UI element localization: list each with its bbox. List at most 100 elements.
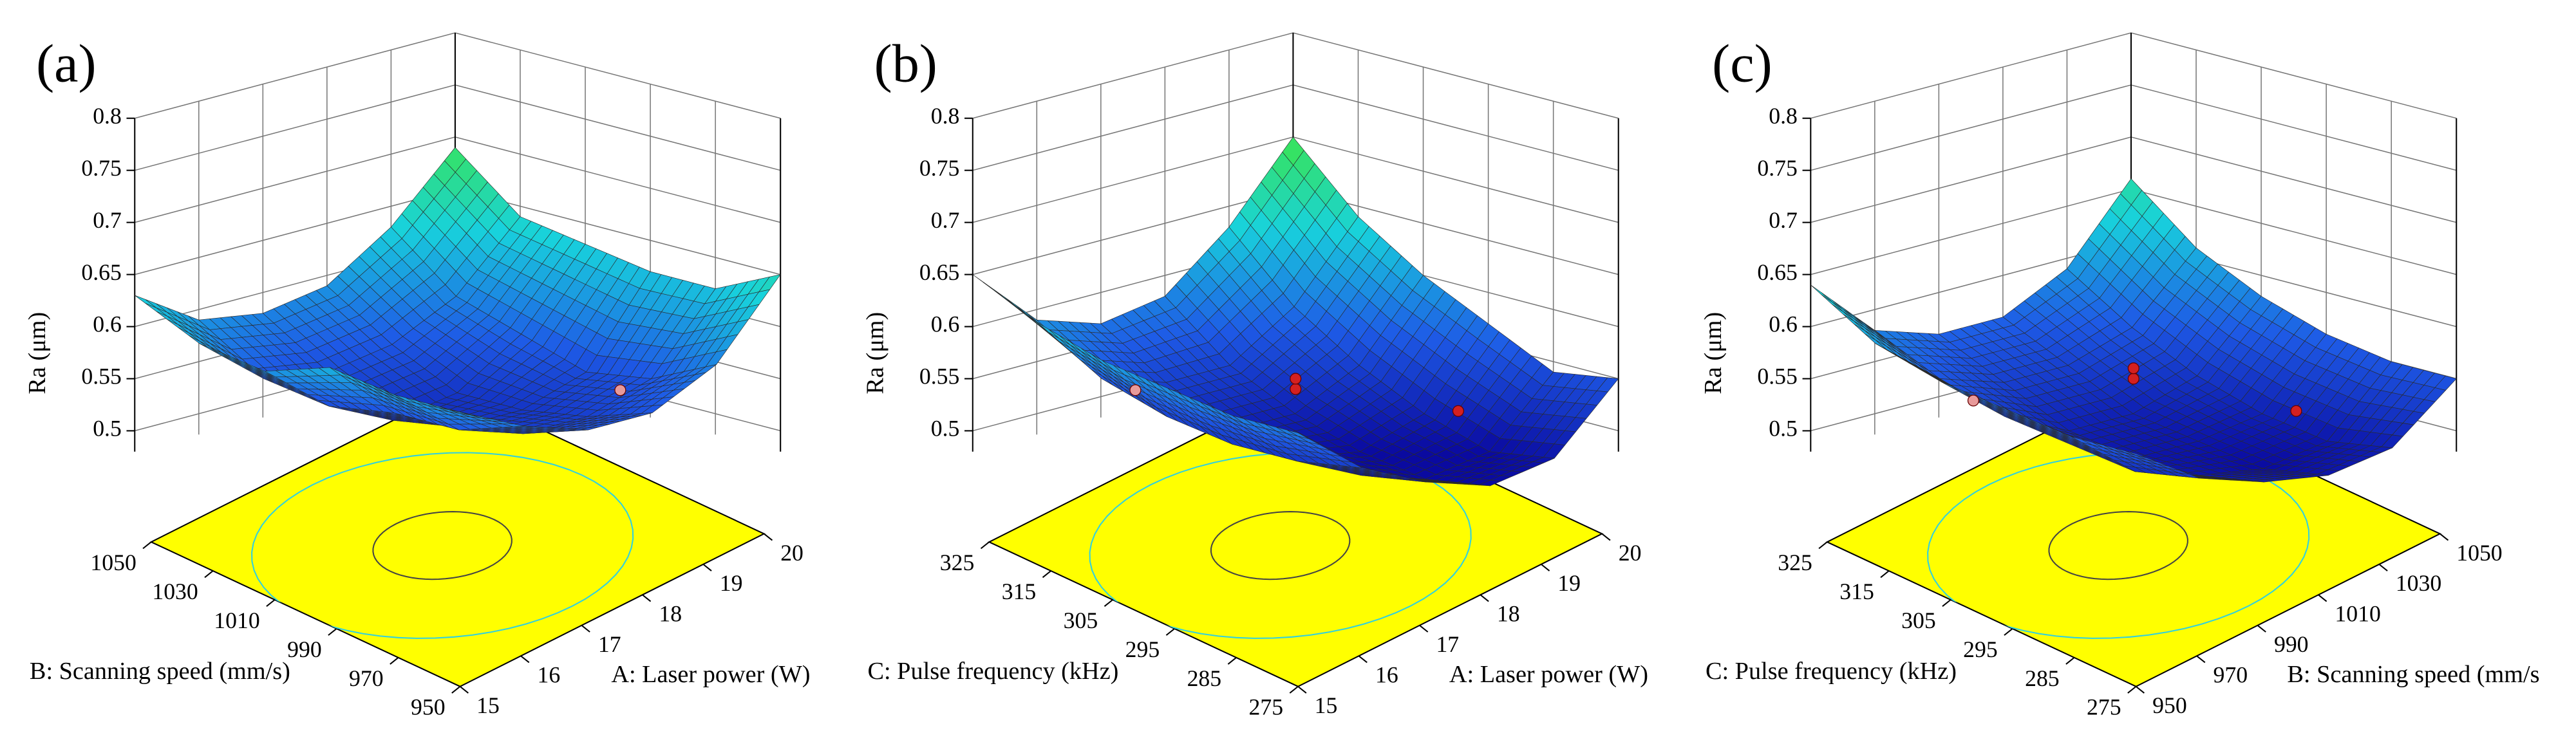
- y-tick: [1818, 541, 1828, 550]
- z-axis-label: Ra (μm): [862, 312, 889, 394]
- x-tick-label: 16: [538, 662, 561, 688]
- y-axis-label: C: Pulse frequency (kHz): [1706, 658, 1957, 685]
- panel: 0.5 0.55 0.6 0.65 0.7 0.75 0.8 15 16 17 18 19 20 950 9…: [24, 32, 811, 720]
- x-axis-label: A: Laser power (W): [1449, 661, 1648, 688]
- x-tick-label: 990: [2274, 631, 2309, 657]
- surface-cell: [2069, 413, 2199, 459]
- x-tick: [2440, 533, 2449, 541]
- x-tick: [581, 625, 590, 633]
- z-tick-label: 0.55: [1757, 364, 1798, 389]
- y-tick-label: 1050: [90, 550, 136, 575]
- surface-cell: [1167, 388, 1297, 461]
- x-tick: [1601, 533, 1611, 541]
- design-point: [1452, 405, 1464, 417]
- design-point: [1967, 394, 1980, 407]
- y-tick-label: 950: [411, 694, 446, 720]
- z-tick-label: 0.75: [81, 155, 122, 181]
- z-tick-label: 0.75: [1757, 155, 1798, 181]
- surface-cell: [2002, 268, 2132, 366]
- surface-cell: [1297, 461, 1427, 483]
- surface-cell: [1425, 451, 1555, 487]
- z-tick-label: 0.7: [93, 207, 122, 233]
- x-tick-label: 16: [1375, 662, 1398, 688]
- y-tick-label: 315: [1002, 579, 1037, 604]
- surface-cell: [1424, 323, 1554, 452]
- z-tick-label: 0.8: [931, 103, 960, 129]
- surface-cell: [391, 147, 521, 297]
- surface-cell: [521, 244, 651, 373]
- y-tick: [1880, 570, 1890, 579]
- x-tick: [1541, 564, 1550, 571]
- surface-cell: [2006, 409, 2136, 472]
- z-tick-label: 0.8: [1769, 103, 1798, 129]
- y-tick-label: 305: [1901, 608, 1936, 633]
- x-tick-label: 15: [476, 692, 500, 718]
- panel-title: (b): [874, 34, 937, 94]
- z-tick-label: 0.5: [1769, 416, 1798, 441]
- x-tick: [2378, 564, 2388, 571]
- y-axis-label: C: Pulse frequency (kHz): [867, 658, 1118, 685]
- contour-line: [1210, 511, 1351, 580]
- y-tick-label: 325: [1778, 550, 1812, 575]
- surface-cell: [2262, 333, 2392, 441]
- x-tick: [520, 655, 530, 663]
- design-point: [1290, 373, 1302, 385]
- surface-cell: [651, 274, 781, 379]
- design-point: [1129, 384, 1142, 396]
- y-axis-label: B: Scanning speed (mm/s): [30, 658, 290, 685]
- surface-cell: [1102, 360, 1232, 445]
- x-tick: [1358, 655, 1368, 663]
- y-tick-label: 1030: [152, 579, 198, 604]
- y-tick: [142, 541, 152, 550]
- surface-cell: [1810, 284, 1941, 379]
- surface-cell: [1230, 306, 1360, 414]
- y-tick: [1104, 599, 1113, 607]
- surface-facet: [2125, 450, 2147, 458]
- surface-cell: [586, 271, 716, 379]
- z-tick-label: 0.75: [919, 155, 960, 181]
- y-tick-label: 970: [349, 665, 384, 691]
- y-tick-label: 285: [1187, 665, 1222, 691]
- y-tick-label: 295: [1963, 636, 1998, 662]
- surface-cell: [330, 367, 460, 431]
- y-tick-label: 990: [287, 636, 322, 662]
- design-point: [2127, 373, 2139, 385]
- surface-cell: [1232, 415, 1362, 468]
- x-tick-label: 19: [720, 570, 743, 596]
- y-tick-label: 275: [1249, 694, 1284, 720]
- surface-cell: [2004, 365, 2134, 431]
- x-tick: [1480, 594, 1489, 602]
- x-axis-label: A: Laser power (W): [611, 661, 810, 688]
- y-tick: [2127, 685, 2137, 694]
- x-tick: [459, 685, 469, 694]
- panel-title: (c): [1712, 34, 1772, 94]
- surface-cell: [2197, 295, 2327, 414]
- x-tick: [2135, 685, 2145, 694]
- panel: 0.5 0.55 0.6 0.65 0.7 0.75 0.8 950 970 990 1010 103…: [1700, 32, 2540, 720]
- x-tick: [2196, 655, 2206, 663]
- surface-cell: [456, 333, 587, 411]
- surface-cell: [395, 394, 525, 431]
- y-tick: [2004, 628, 2013, 636]
- surface-cell: [1037, 322, 1167, 417]
- surface-cell: [1165, 227, 1295, 366]
- z-tick-label: 0.55: [919, 364, 960, 389]
- surface-cell: [1100, 295, 1230, 383]
- surface-cell: [1360, 413, 1490, 479]
- y-tick: [1165, 628, 1175, 636]
- panel-title: (a): [36, 34, 96, 94]
- contour-line: [2048, 511, 2188, 580]
- x-axis-label: B: Scanning speed (mm/s: [2287, 661, 2539, 688]
- surface: [134, 147, 781, 434]
- x-tick: [2257, 625, 2266, 633]
- z-tick-label: 0.8: [93, 103, 122, 129]
- y-tick: [328, 628, 337, 636]
- surface-cell: [1874, 330, 2004, 383]
- y-tick: [451, 685, 461, 694]
- contour-floor: [149, 388, 766, 687]
- x-tick: [2318, 594, 2327, 602]
- surface-cell: [265, 367, 395, 413]
- z-tick-label: 0.7: [1769, 207, 1798, 233]
- x-tick-label: 18: [659, 601, 682, 627]
- y-tick-label: 295: [1125, 636, 1160, 662]
